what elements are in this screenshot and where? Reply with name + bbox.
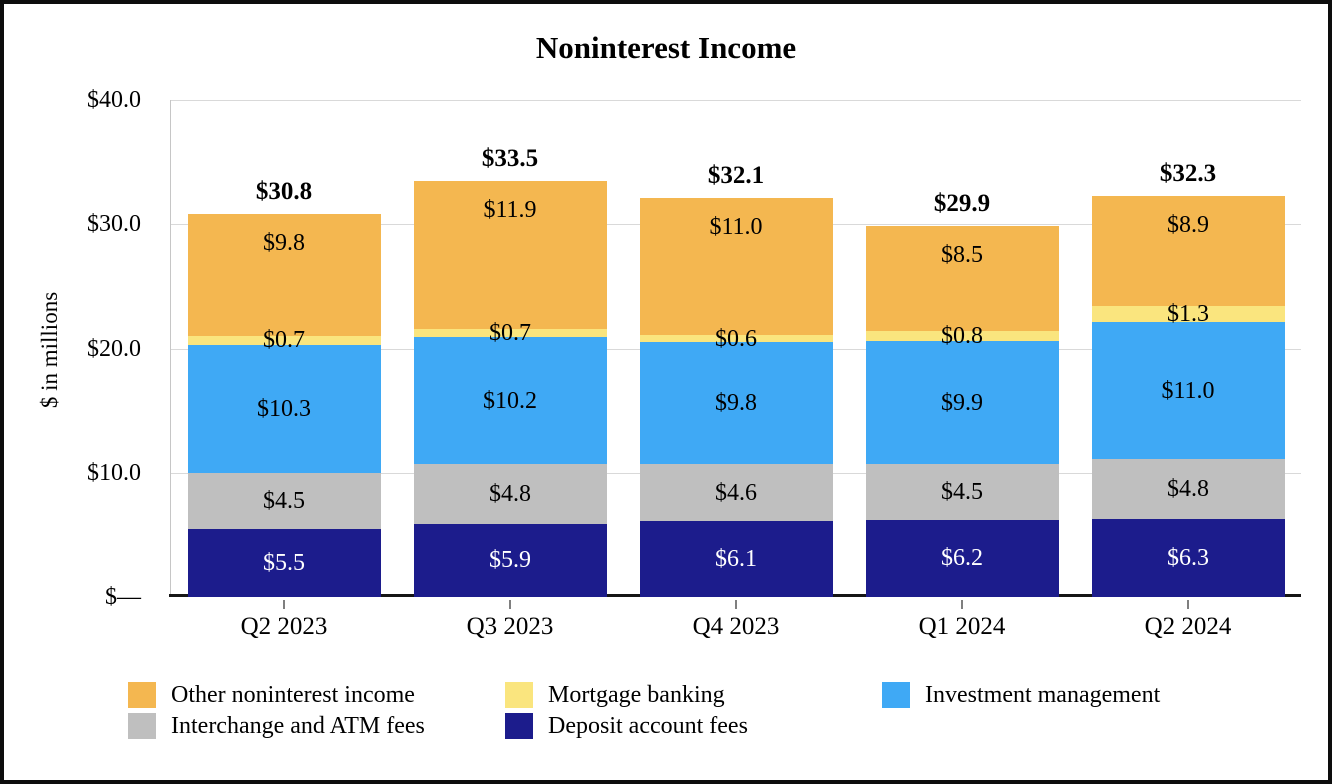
x-tick-mark-1 bbox=[283, 600, 285, 609]
y-tick-label-0: $— bbox=[105, 584, 141, 610]
bar-segment-other-1: $9.8 bbox=[187, 214, 381, 337]
bar-segment-mortgage-4: $0.8 bbox=[865, 323, 1059, 349]
segment-value-label: $0.8 bbox=[941, 323, 983, 350]
segment-value-label: $4.5 bbox=[941, 479, 983, 506]
segment-value-label: $9.9 bbox=[941, 389, 983, 416]
legend-item-investment: Investment management bbox=[882, 682, 1160, 708]
x-tick-label-1: Q2 2023 bbox=[240, 613, 328, 640]
legend-swatch-interchange bbox=[128, 713, 156, 739]
y-tick-label-10: $10.0 bbox=[87, 459, 141, 486]
y-tick-label-40: $40.0 bbox=[87, 87, 141, 113]
bar-segment-investment-3: $9.8 bbox=[639, 342, 833, 465]
bar-segment-mortgage-1: $0.7 bbox=[187, 327, 381, 353]
segment-value-label: $11.9 bbox=[483, 196, 537, 223]
segment-value-label: $6.3 bbox=[1167, 544, 1209, 571]
segment-value-label: $4.8 bbox=[1167, 475, 1209, 502]
x-tick-label-3: Q4 2023 bbox=[692, 613, 780, 640]
legend-label-mortgage: Mortgage banking bbox=[548, 682, 725, 708]
legend-item-other: Other noninterest income bbox=[128, 682, 425, 708]
segment-value-label: $5.9 bbox=[489, 547, 531, 574]
segment-value-label: $0.7 bbox=[489, 319, 531, 346]
plot-area: $40.0 $30.0 $20.0 $10.0 $— $5.5 $4.5 $10.3 $0.7 $… bbox=[87, 87, 1301, 640]
segment-value-label: $5.5 bbox=[263, 549, 305, 576]
x-tick-mark-2 bbox=[509, 600, 511, 609]
segment-value-label: $6.2 bbox=[941, 545, 983, 572]
legend-column-3: Investment management bbox=[882, 682, 1160, 708]
segment-value-label: $0.6 bbox=[715, 325, 757, 352]
x-tick-mark-3 bbox=[735, 600, 737, 609]
bar-segment-other-5: $8.9 bbox=[1091, 195, 1285, 307]
segment-value-label: $4.6 bbox=[715, 479, 757, 506]
bar-total-label-2: $33.5 bbox=[481, 144, 539, 172]
bar-segment-interchange-2: $4.8 bbox=[413, 464, 607, 524]
legend-swatch-investment bbox=[882, 682, 910, 708]
legend-label-investment: Investment management bbox=[925, 682, 1161, 708]
segment-value-label: $4.8 bbox=[489, 480, 531, 507]
legend-label-interchange: Interchange and ATM fees bbox=[171, 713, 425, 739]
segment-value-label: $9.8 bbox=[263, 230, 305, 257]
bar-segment-interchange-5: $4.8 bbox=[1091, 459, 1285, 519]
bar-segment-deposit-1: $5.5 bbox=[187, 528, 381, 597]
bar-segment-deposit-3: $6.1 bbox=[639, 521, 833, 597]
chart-title: Noninterest Income bbox=[535, 30, 797, 65]
legend-label-other: Other noninterest income bbox=[171, 682, 415, 708]
gridline-40 bbox=[171, 100, 1301, 101]
bar-segment-deposit-2: $5.9 bbox=[413, 523, 607, 597]
bar-total-label-4: $29.9 bbox=[933, 189, 991, 217]
bar-segment-investment-5: $11.0 bbox=[1091, 322, 1285, 460]
segment-value-label: $9.8 bbox=[715, 390, 757, 417]
x-tick-mark-5 bbox=[1187, 600, 1189, 609]
segment-value-label: $1.3 bbox=[1167, 301, 1209, 328]
bar-segment-deposit-4: $6.2 bbox=[865, 519, 1059, 597]
bar-segment-investment-1: $10.3 bbox=[187, 344, 381, 473]
legend-swatch-mortgage bbox=[505, 682, 533, 708]
segment-value-label: $8.5 bbox=[941, 241, 983, 268]
x-tick-label-4: Q1 2024 bbox=[918, 613, 1006, 640]
segment-value-label: $0.7 bbox=[263, 327, 305, 354]
legend-item-mortgage: Mortgage banking bbox=[505, 682, 748, 708]
bar-total-label-5: $32.3 bbox=[1159, 159, 1217, 187]
y-tick-label-20: $20.0 bbox=[87, 335, 141, 362]
legend-column-1: Other noninterest income Interchange and … bbox=[128, 682, 425, 739]
x-tick-mark-4 bbox=[961, 600, 963, 609]
bar-segment-mortgage-3: $0.6 bbox=[639, 326, 833, 352]
y-tick-label-30: $30.0 bbox=[87, 211, 141, 238]
legend: Other noninterest income Interchange and … bbox=[4, 682, 1328, 752]
legend-column-2: Mortgage banking Deposit account fees bbox=[505, 682, 748, 739]
bar-total-label-3: $32.1 bbox=[707, 162, 765, 190]
segment-value-label: $8.9 bbox=[1167, 211, 1209, 238]
legend-swatch-other bbox=[128, 682, 156, 708]
segment-value-label: $4.5 bbox=[263, 487, 305, 514]
bar-segment-investment-4: $9.9 bbox=[865, 341, 1059, 465]
segment-value-label: $10.2 bbox=[483, 387, 537, 414]
y-axis-line bbox=[170, 100, 171, 597]
x-tick-label-2: Q3 2023 bbox=[466, 613, 554, 640]
bar-segment-mortgage-5: $1.3 bbox=[1091, 301, 1285, 327]
legend-item-deposit: Deposit account fees bbox=[505, 713, 748, 739]
x-tick-label-5: Q2 2024 bbox=[1144, 613, 1232, 640]
segment-value-label: $11.0 bbox=[709, 214, 763, 241]
bar-segment-other-3: $11.0 bbox=[639, 198, 833, 335]
legend-swatch-deposit bbox=[505, 713, 533, 739]
bar-segment-other-2: $11.9 bbox=[413, 180, 607, 329]
segment-value-label: $11.0 bbox=[1161, 377, 1215, 404]
bar-segment-interchange-1: $4.5 bbox=[187, 472, 381, 529]
bar-segment-deposit-5: $6.3 bbox=[1091, 518, 1285, 597]
bar-segment-other-4: $8.5 bbox=[865, 225, 1059, 332]
bar-total-label-1: $30.8 bbox=[255, 178, 313, 206]
bar-segment-investment-2: $10.2 bbox=[413, 337, 607, 465]
bar-segment-mortgage-2: $0.7 bbox=[413, 320, 607, 346]
segment-value-label: $6.1 bbox=[715, 546, 757, 573]
legend-item-interchange: Interchange and ATM fees bbox=[128, 713, 425, 739]
legend-label-deposit: Deposit account fees bbox=[548, 713, 748, 739]
segment-value-label: $10.3 bbox=[257, 395, 311, 422]
bar-segment-interchange-4: $4.5 bbox=[865, 464, 1059, 520]
bar-segment-interchange-3: $4.6 bbox=[639, 464, 833, 522]
